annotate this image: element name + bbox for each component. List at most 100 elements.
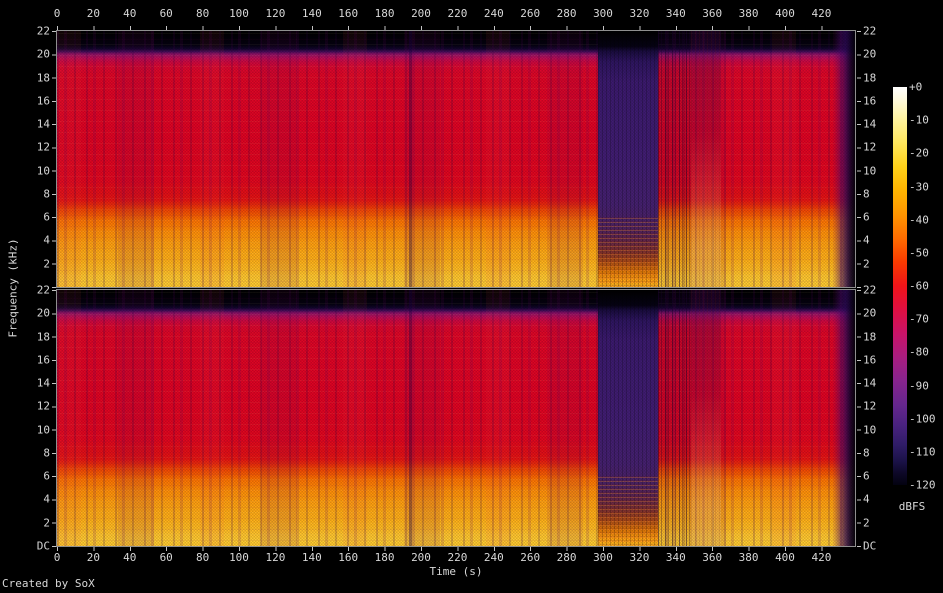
- freq-tick-label: 20: [36, 306, 50, 320]
- dbfs-tick-label: -10: [909, 113, 929, 127]
- time-tick-label: 220: [447, 551, 468, 564]
- freq-tick-label: 14: [36, 376, 50, 390]
- time-tick-label: 300: [593, 7, 613, 20]
- freq-tick-label: 6: [863, 210, 870, 224]
- freq-tick-label: 10: [863, 423, 877, 437]
- time-tick-marks-top: [57, 26, 856, 30]
- freq-tick-label: 12: [863, 140, 877, 154]
- pale-low-band-region: [691, 290, 721, 546]
- time-tick-label: 0: [53, 551, 61, 564]
- time-tick-label: 160: [338, 551, 359, 564]
- time-tick-label: 360: [702, 551, 723, 564]
- fade-out-region: [834, 290, 855, 546]
- time-tick-label: 100: [229, 7, 249, 20]
- credit: Created by SoX: [2, 577, 95, 590]
- freq-tick-label: 20: [863, 47, 877, 61]
- freq-tick-label: 12: [863, 399, 877, 413]
- fade-out-region: [834, 31, 855, 287]
- time-tick-label: 180: [374, 551, 395, 564]
- striped-transition-region: [658, 290, 691, 546]
- freq-axis-right-upper: 22 20 18 16 14 12 10 8 6 4 2: [863, 25, 899, 288]
- time-tick-label: 60: [159, 7, 173, 20]
- dbfs-tick-label: +0: [909, 80, 923, 94]
- freq-tick-label: 4: [863, 492, 870, 506]
- freq-tick-label: 2: [863, 257, 870, 271]
- time-tick-label: 160: [338, 7, 359, 20]
- dbfs-tick-label: -110: [909, 445, 936, 459]
- time-tick-label: 120: [265, 551, 286, 564]
- time-tick-label: 360: [702, 7, 723, 20]
- freq-tick-label: 2: [43, 516, 50, 530]
- dark-transient-line: [409, 31, 412, 287]
- freq-tick-label: 18: [863, 330, 877, 344]
- dbfs-tick-label: -40: [909, 213, 929, 227]
- spectrogram-heatmap: [57, 31, 855, 287]
- time-tick-label: 400: [775, 551, 795, 564]
- dbfs-tick-label: -100: [909, 412, 936, 426]
- freq-tick-label: 14: [36, 117, 50, 131]
- time-tick-label: 180: [374, 7, 395, 20]
- freq-tick-label: 4: [43, 492, 50, 506]
- freq-tick-label: 4: [43, 233, 50, 247]
- freq-axis-right-lower: 22 20 18 16 14 12 10 8 6 4 2 DC: [863, 284, 899, 553]
- freq-tick-label: 14: [863, 376, 877, 390]
- time-tick-label: 260: [520, 7, 541, 20]
- freq-tick-label: 6: [43, 469, 50, 483]
- time-tick-label: 240: [483, 7, 504, 20]
- time-tick-label: 40: [123, 551, 137, 564]
- pale-low-band-region: [691, 31, 721, 287]
- time-tick-label: 60: [159, 551, 173, 564]
- time-tick-label: 420: [811, 7, 832, 20]
- freq-tick-label: 16: [863, 94, 877, 108]
- time-tick-label: 40: [123, 7, 137, 20]
- time-tick-label: 200: [411, 7, 431, 20]
- freq-tick-label: 8: [43, 446, 50, 460]
- time-tick-label: 80: [195, 551, 210, 564]
- dbfs-tick-label: -50: [909, 246, 929, 260]
- freq-tick-label: 22: [863, 283, 877, 297]
- dbfs-tick-label: -30: [909, 180, 929, 193]
- freq-tick-label: 20: [36, 47, 50, 61]
- dbfs-tick-label: -90: [909, 379, 929, 392]
- freq-tick-label: 16: [36, 353, 50, 367]
- quiet-passage-region: [598, 31, 658, 287]
- time-tick-label: 0: [53, 7, 61, 20]
- time-tick-label: 280: [556, 7, 577, 20]
- freq-axis-left-upper: 22 20 18 16 14 12 10 8 6 4 2: [0, 25, 50, 288]
- time-tick-label: 120: [265, 7, 286, 20]
- dark-transient-line: [409, 290, 412, 546]
- dbfs-tick-label: -80: [909, 345, 929, 359]
- freq-tick-label: 12: [36, 399, 50, 413]
- freq-tick-label: 20: [863, 306, 877, 320]
- freq-tick-label: 14: [863, 117, 877, 131]
- time-tick-marks-bottom: [57, 547, 856, 551]
- freq-tick-label: 8: [863, 187, 870, 201]
- freq-tick-label: 22: [36, 283, 50, 297]
- freq-tick-label: 18: [36, 71, 50, 85]
- freq-tick-label: 18: [863, 71, 877, 85]
- time-tick-label: 320: [629, 551, 650, 564]
- freq-tick-label: 12: [36, 140, 50, 154]
- freq-tick-label: 18: [36, 330, 50, 344]
- freq-tick-label: 4: [863, 233, 870, 247]
- striped-transition-region: [658, 31, 691, 287]
- freq-tick-label: 16: [36, 94, 50, 108]
- time-tick-label: 280: [556, 551, 577, 564]
- freq-tick-label: 6: [863, 469, 870, 483]
- freq-tick-label: 22: [36, 24, 50, 38]
- time-axis-top: 0 20 40 60 80 100 120 140 160 180 200 220 240 260 280 3…: [53, 7, 857, 20]
- freq-tick-label: 8: [43, 187, 50, 201]
- freq-tick-label: 10: [36, 423, 50, 437]
- spectrogram-channel-2: [56, 289, 856, 547]
- dbfs-colorbar: [893, 87, 907, 485]
- time-tick-label: 380: [738, 551, 759, 564]
- freq-tick-label: 8: [863, 446, 870, 460]
- freq-tick-marks-right-upper: [857, 31, 861, 288]
- freq-tick-label: 10: [863, 164, 877, 178]
- spectral-noise-texture: [57, 290, 855, 546]
- time-tick-label: 80: [195, 7, 210, 20]
- dbfs-tick-label: -60: [909, 279, 929, 293]
- time-tick-label: 240: [483, 551, 504, 564]
- time-tick-label: 400: [775, 7, 795, 20]
- freq-tick-label: DC: [863, 539, 877, 553]
